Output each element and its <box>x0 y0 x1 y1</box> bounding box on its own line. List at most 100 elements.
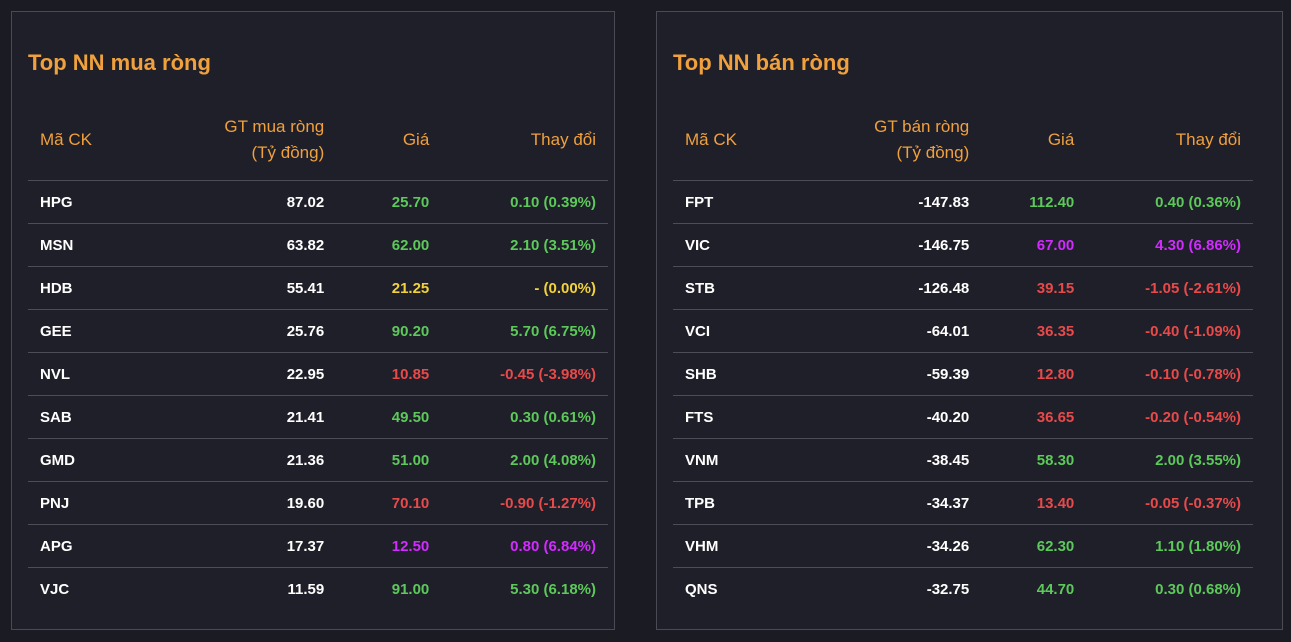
price: 112.40 <box>981 180 1087 224</box>
stock-code: VIC <box>673 223 799 267</box>
price: 13.40 <box>981 481 1087 525</box>
price: 51.00 <box>336 438 442 482</box>
panel-title: Top NN mua ròng <box>28 50 211 75</box>
price: 21.25 <box>336 266 442 310</box>
price-change: -0.05 (-0.37%) <box>1086 481 1253 525</box>
header-code: Mã CK <box>40 130 92 149</box>
stock-code: QNS <box>673 567 799 611</box>
net-value: -40.20 <box>798 395 982 439</box>
price-change: -0.45 (-3.98%) <box>441 352 608 396</box>
net-value: 11.59 <box>153 567 337 611</box>
price-change: 4.30 (6.86%) <box>1086 223 1253 267</box>
top-net-buy-panel: Top NN mua ròng Mã CK GT mua ròng (Tỷ đồ… <box>11 11 615 630</box>
table-row[interactable]: MSN 63.82 62.00 2.10 (3.51%) <box>28 223 608 267</box>
header-value-line2: (Tỷ đồng) <box>896 143 970 162</box>
table-row[interactable]: VHM -34.26 62.30 1.10 (1.80%) <box>673 524 1253 568</box>
stock-code: PNJ <box>28 481 154 525</box>
stock-code: FPT <box>673 180 799 224</box>
net-value: -146.75 <box>798 223 982 267</box>
stock-code: GMD <box>28 438 154 482</box>
price: 36.35 <box>981 309 1087 353</box>
table-row[interactable]: SHB -59.39 12.80 -0.10 (-0.78%) <box>673 352 1253 396</box>
price-change: 2.00 (3.55%) <box>1086 438 1253 482</box>
table-header-row: Mã CK GT bán ròng (Tỷ đồng) Giá Thay đổi <box>673 108 1253 181</box>
header-price: Giá <box>1047 130 1075 149</box>
price-change: -0.40 (-1.09%) <box>1086 309 1253 353</box>
net-value: 21.36 <box>153 438 337 482</box>
price: 90.20 <box>336 309 442 353</box>
price-change: -0.20 (-0.54%) <box>1086 395 1253 439</box>
net-value: -32.75 <box>798 567 982 611</box>
header-code: Mã CK <box>685 130 737 149</box>
table-row[interactable]: VNM -38.45 58.30 2.00 (3.55%) <box>673 438 1253 482</box>
price: 25.70 <box>336 180 442 224</box>
net-buy-table: Mã CK GT mua ròng (Tỷ đồng) Giá Thay đổi… <box>28 108 608 611</box>
table-row[interactable]: GMD 21.36 51.00 2.00 (4.08%) <box>28 438 608 482</box>
table-header-row: Mã CK GT mua ròng (Tỷ đồng) Giá Thay đổi <box>28 108 608 181</box>
header-change: Thay đổi <box>1175 130 1241 149</box>
price: 12.50 <box>336 524 442 568</box>
table-row[interactable]: VJC 11.59 91.00 5.30 (6.18%) <box>28 567 608 611</box>
price: 67.00 <box>981 223 1087 267</box>
table-row[interactable]: TPB -34.37 13.40 -0.05 (-0.37%) <box>673 481 1253 525</box>
price-change: 5.30 (6.18%) <box>441 567 608 611</box>
table-row[interactable]: APG 17.37 12.50 0.80 (6.84%) <box>28 524 608 568</box>
panel-title: Top NN bán ròng <box>673 50 850 75</box>
price: 70.10 <box>336 481 442 525</box>
table-row[interactable]: VIC -146.75 67.00 4.30 (6.86%) <box>673 223 1253 267</box>
price: 62.00 <box>336 223 442 267</box>
net-value: -34.37 <box>798 481 982 525</box>
net-value: -147.83 <box>798 180 982 224</box>
table-row[interactable]: PNJ 19.60 70.10 -0.90 (-1.27%) <box>28 481 608 525</box>
price: 12.80 <box>981 352 1087 396</box>
stock-code: GEE <box>28 309 154 353</box>
net-value: 17.37 <box>153 524 337 568</box>
price-change: 5.70 (6.75%) <box>441 309 608 353</box>
price-change: -0.90 (-1.27%) <box>441 481 608 525</box>
price-change: 1.10 (1.80%) <box>1086 524 1253 568</box>
table-row[interactable]: NVL 22.95 10.85 -0.45 (-3.98%) <box>28 352 608 396</box>
stock-code: MSN <box>28 223 154 267</box>
price-change: -1.05 (-2.61%) <box>1086 266 1253 310</box>
stock-code: HDB <box>28 266 154 310</box>
net-sell-table: Mã CK GT bán ròng (Tỷ đồng) Giá Thay đổi… <box>673 108 1253 611</box>
stock-code: STB <box>673 266 799 310</box>
table-row[interactable]: HPG 87.02 25.70 0.10 (0.39%) <box>28 180 608 224</box>
table-row[interactable]: GEE 25.76 90.20 5.70 (6.75%) <box>28 309 608 353</box>
stock-code: VCI <box>673 309 799 353</box>
net-value: 87.02 <box>153 180 337 224</box>
net-value: 63.82 <box>153 223 337 267</box>
price: 49.50 <box>336 395 442 439</box>
price: 62.30 <box>981 524 1087 568</box>
table-row[interactable]: STB -126.48 39.15 -1.05 (-2.61%) <box>673 266 1253 310</box>
header-change: Thay đổi <box>530 130 596 149</box>
table-row[interactable]: FPT -147.83 112.40 0.40 (0.36%) <box>673 180 1253 224</box>
header-price: Giá <box>402 130 430 149</box>
stock-code: VJC <box>28 567 154 611</box>
header-net-sell-value: GT bán ròng (Tỷ đồng) <box>799 108 982 181</box>
table-row[interactable]: VCI -64.01 36.35 -0.40 (-1.09%) <box>673 309 1253 353</box>
table-row[interactable]: SAB 21.41 49.50 0.30 (0.61%) <box>28 395 608 439</box>
top-net-sell-panel: Top NN bán ròng Mã CK GT bán ròng (Tỷ đồ… <box>656 11 1283 630</box>
stock-code: HPG <box>28 180 154 224</box>
table-row[interactable]: QNS -32.75 44.70 0.30 (0.68%) <box>673 567 1253 611</box>
price-change: -0.10 (-0.78%) <box>1086 352 1253 396</box>
price-change: 0.10 (0.39%) <box>441 180 608 224</box>
net-value: -34.26 <box>798 524 982 568</box>
table-row[interactable]: FTS -40.20 36.65 -0.20 (-0.54%) <box>673 395 1253 439</box>
stock-code: VNM <box>673 438 799 482</box>
net-value: -64.01 <box>798 309 982 353</box>
price: 44.70 <box>981 567 1087 611</box>
stock-code: APG <box>28 524 154 568</box>
net-value: 21.41 <box>153 395 337 439</box>
stock-code: FTS <box>673 395 799 439</box>
price-change: 2.10 (3.51%) <box>441 223 608 267</box>
table-row[interactable]: HDB 55.41 21.25- (0.00%) <box>28 266 608 310</box>
price-change: 0.40 (0.36%) <box>1086 180 1253 224</box>
price: 58.30 <box>981 438 1087 482</box>
header-net-buy-value: GT mua ròng (Tỷ đồng) <box>154 108 337 181</box>
stock-code: TPB <box>673 481 799 525</box>
net-value: -38.45 <box>798 438 982 482</box>
header-value-line2: (Tỷ đồng) <box>251 143 325 162</box>
stock-code: NVL <box>28 352 154 396</box>
